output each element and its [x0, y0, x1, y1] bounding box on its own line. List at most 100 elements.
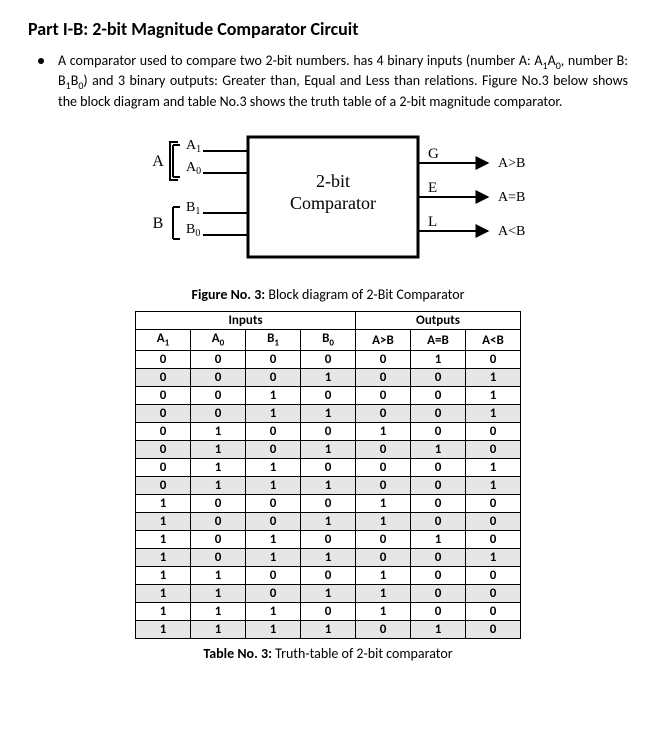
- table-cell: 0: [246, 369, 301, 387]
- table-cell: 0: [466, 513, 521, 531]
- table-cell: 0: [411, 369, 466, 387]
- table-cell: 0: [356, 549, 411, 567]
- truth-table: Inputs Outputs A1 A0 B1 B0 A>B A=B A<B 0…: [135, 311, 521, 639]
- table-cell: 1: [191, 621, 246, 639]
- table-cell: 0: [356, 405, 411, 423]
- table-cell: 1: [191, 603, 246, 621]
- table-group-row: Inputs Outputs: [136, 312, 521, 330]
- table-cell: 1: [136, 567, 191, 585]
- table-cell: 1: [411, 441, 466, 459]
- truth-table-wrapper: Inputs Outputs A1 A0 B1 B0 A>B A=B A<B 0…: [28, 311, 628, 662]
- table-cell: 1: [411, 351, 466, 369]
- box-title-1: 2-bit: [316, 171, 350, 191]
- figure-caption-rest: Block diagram of 2-Bit Comparator: [268, 286, 464, 303]
- label-out-gt: A>B: [498, 156, 525, 171]
- bullet-icon: [38, 58, 44, 64]
- bullet-paragraph: A comparator used to compare two 2-bit n…: [38, 52, 628, 111]
- table-cell: 0: [466, 441, 521, 459]
- table-row: 0101010: [136, 441, 521, 459]
- table-cell: 0: [191, 369, 246, 387]
- table-cell: 1: [246, 549, 301, 567]
- table-cell: 0: [136, 405, 191, 423]
- table-cell: 0: [411, 585, 466, 603]
- table-row: 1011001: [136, 549, 521, 567]
- table-cell: 1: [246, 603, 301, 621]
- table-cell: 0: [356, 621, 411, 639]
- table-cell: 0: [466, 531, 521, 549]
- table-cell: 0: [136, 441, 191, 459]
- table-caption-lead: Table No. 3:: [203, 645, 275, 662]
- table-cell: 0: [191, 405, 246, 423]
- table-row: 1110100: [136, 603, 521, 621]
- table-row: 1100100: [136, 567, 521, 585]
- table-cell: 0: [246, 423, 301, 441]
- table-cell: 0: [246, 495, 301, 513]
- figure-block-diagram: 2-bit Comparator A B A1 A0 B1 B0: [28, 125, 628, 303]
- label-out-eq: A=B: [498, 190, 525, 205]
- label-e: E: [428, 180, 437, 196]
- table-cell: 1: [191, 567, 246, 585]
- table-cell: 0: [246, 513, 301, 531]
- table-cell: 1: [191, 459, 246, 477]
- table-cell: 0: [411, 477, 466, 495]
- table-cell: 0: [466, 495, 521, 513]
- label-a1: A1: [186, 138, 201, 155]
- table-cell: 0: [246, 567, 301, 585]
- table-cell: 1: [301, 585, 356, 603]
- table-row: 0000010: [136, 351, 521, 369]
- table-cell: 0: [301, 423, 356, 441]
- table-cell: 0: [356, 459, 411, 477]
- table-cell: 0: [136, 351, 191, 369]
- table-row: 0001001: [136, 369, 521, 387]
- table-cell: 1: [136, 585, 191, 603]
- table-cell: 0: [411, 423, 466, 441]
- table-cell: 1: [191, 585, 246, 603]
- th-outputs: Outputs: [356, 312, 521, 330]
- table-cell: 0: [466, 423, 521, 441]
- label-b: B: [153, 215, 164, 232]
- table-caption: Table No. 3: Truth-table of 2-bit compar…: [28, 645, 628, 662]
- table-cell: 1: [356, 513, 411, 531]
- table-cell: 1: [301, 621, 356, 639]
- table-cell: 1: [466, 477, 521, 495]
- table-cell: 0: [411, 387, 466, 405]
- table-cell: 1: [136, 495, 191, 513]
- block-diagram-svg: 2-bit Comparator A B A1 A0 B1 B0: [118, 125, 538, 275]
- table-cell: 0: [411, 513, 466, 531]
- table-row: 1111010: [136, 621, 521, 639]
- th-gt: A>B: [356, 330, 411, 351]
- table-cell: 0: [246, 351, 301, 369]
- table-cell: 0: [191, 531, 246, 549]
- label-l: L: [428, 214, 437, 230]
- table-cell: 1: [246, 531, 301, 549]
- table-cell: 0: [466, 567, 521, 585]
- truth-table-body: 0000010000100100100010011001010010001010…: [136, 351, 521, 639]
- table-cell: 1: [301, 441, 356, 459]
- table-cell: 1: [411, 531, 466, 549]
- table-cell: 0: [466, 351, 521, 369]
- th-a0: A0: [191, 330, 246, 351]
- table-cell: 0: [301, 603, 356, 621]
- table-cell: 0: [136, 459, 191, 477]
- paragraph-text: A comparator used to compare two 2-bit n…: [58, 52, 628, 111]
- table-cell: 0: [466, 603, 521, 621]
- table-cell: 0: [301, 387, 356, 405]
- table-cell: 1: [356, 567, 411, 585]
- table-cell: 1: [191, 441, 246, 459]
- th-b1: B1: [246, 330, 301, 351]
- table-cell: 0: [301, 495, 356, 513]
- figure-caption-lead: Figure No. 3:: [192, 286, 269, 303]
- table-cell: 1: [466, 369, 521, 387]
- table-cell: 1: [356, 585, 411, 603]
- th-b0: B0: [301, 330, 356, 351]
- table-cell: 0: [411, 459, 466, 477]
- table-row: 0111001: [136, 477, 521, 495]
- table-cell: 1: [411, 621, 466, 639]
- table-cell: 1: [246, 405, 301, 423]
- table-cell: 1: [466, 387, 521, 405]
- table-cell: 1: [136, 621, 191, 639]
- table-cell: 0: [411, 495, 466, 513]
- label-b0: B0: [186, 222, 200, 239]
- table-cell: 0: [356, 441, 411, 459]
- table-cell: 0: [411, 567, 466, 585]
